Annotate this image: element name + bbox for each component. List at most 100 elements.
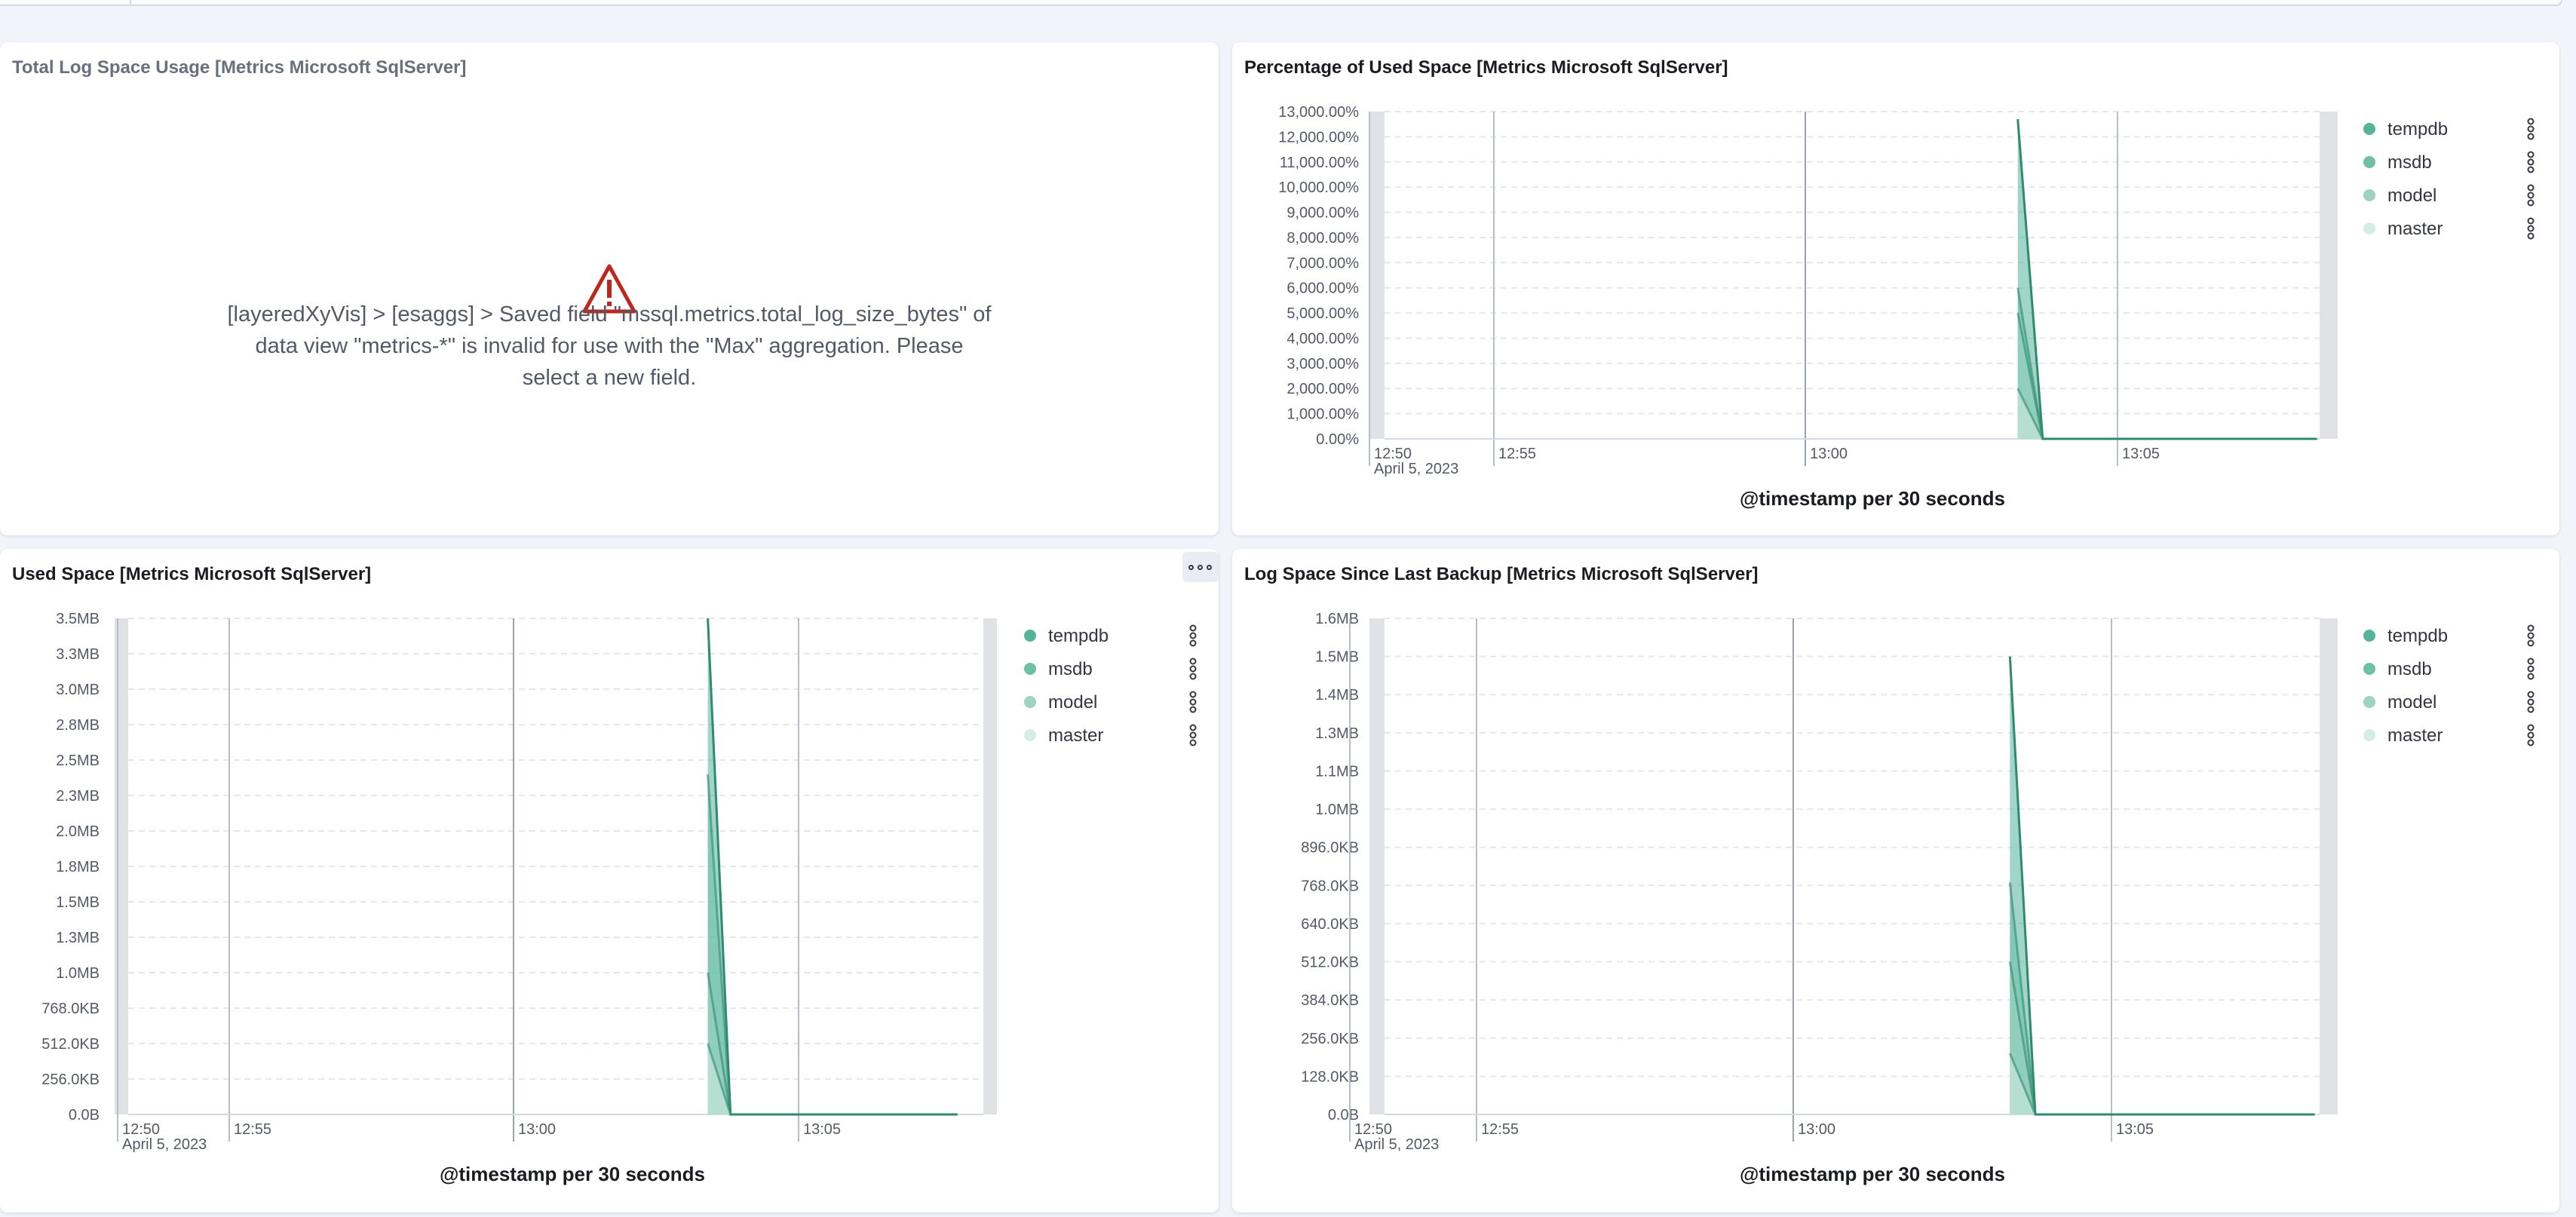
legend-actions-icon[interactable] xyxy=(2527,724,2535,746)
y-tick-label: 768.0KB xyxy=(41,1001,100,1017)
y-tick-label: 1.0MB xyxy=(56,965,100,982)
dot xyxy=(2527,698,2535,706)
chart-legend: tempdb msdb model master xyxy=(1024,624,1197,746)
chart-percentage-used[interactable]: 0.00% 1,000.00% 2,000.00% 3,000.00% 4,000.00… xyxy=(1232,42,2559,535)
legend-swatch xyxy=(2363,156,2375,168)
legend-item-msdb[interactable]: msdb xyxy=(2363,151,2535,173)
dot xyxy=(2527,217,2535,225)
chart-series xyxy=(2008,656,2315,1116)
legend-item-master[interactable]: master xyxy=(2363,724,2535,746)
legend-swatch xyxy=(1024,696,1036,708)
x-tick-label: 13:00 xyxy=(1810,446,1848,462)
legend-item-msdb[interactable]: msdb xyxy=(1024,658,1197,680)
x-tick-label: 12:50 xyxy=(122,1121,160,1138)
dot xyxy=(1189,665,1197,673)
series-line-msdb xyxy=(2008,882,2315,1116)
series-line-master xyxy=(2008,1053,2315,1116)
legend-item-tempdb[interactable]: tempdb xyxy=(1024,624,1197,647)
y-tick-label: 1.4MB xyxy=(1315,687,1359,704)
dot xyxy=(2527,691,2535,698)
legend-actions-icon[interactable] xyxy=(2527,658,2535,680)
legend-actions-icon[interactable] xyxy=(2527,217,2535,240)
y-tick-label: 512.0KB xyxy=(1301,955,1359,971)
dot xyxy=(2527,192,2535,199)
panel-log-space-since-backup: Log Space Since Last Backup [Metrics Mic… xyxy=(1232,549,2559,1212)
dot xyxy=(1189,673,1197,680)
y-tick-label: 2.0MB xyxy=(56,823,100,840)
error-container: [layeredXyVis] > [esaggs] > Saved field … xyxy=(0,299,1219,394)
y-tick-label: 256.0KB xyxy=(41,1071,100,1088)
y-tick-label: 1.3MB xyxy=(1315,725,1359,742)
series-area-msdb xyxy=(707,774,958,1114)
series-area-msdb xyxy=(2010,882,2315,1114)
legend-actions-icon[interactable] xyxy=(2527,151,2535,173)
legend-swatch xyxy=(2363,663,2375,675)
legend-swatch xyxy=(2363,696,2375,708)
series-line-tempdb xyxy=(2016,118,2317,440)
chart-used-space[interactable]: 0.0B 256.0KB 512.0KB 768.0KB 1.0MB 1.3MB 1.5MB… xyxy=(0,549,1219,1212)
panel-options-button[interactable] xyxy=(1182,552,1219,582)
legend-item-tempdb[interactable]: tempdb xyxy=(2363,118,2535,140)
y-tick-label: 1.3MB xyxy=(56,930,100,946)
legend-swatch xyxy=(1024,663,1036,675)
dot xyxy=(2527,658,2535,665)
chart-axes: 0.0B 128.0KB 256.0KB 384.0KB 512.0KB 640.0KB 7… xyxy=(1301,611,2338,1185)
legend-item-model[interactable]: model xyxy=(1024,691,1197,713)
y-tick-label: 8,000.00% xyxy=(1286,230,1359,247)
dot xyxy=(1189,724,1197,731)
chart-log-since-backup[interactable]: 0.0B 128.0KB 256.0KB 384.0KB 512.0KB 640.0KB 7… xyxy=(1232,549,2559,1212)
chart-legend: tempdb msdb model master xyxy=(2363,118,2535,240)
x-tick-label: 12:55 xyxy=(1481,1121,1519,1138)
y-tick-label: 1.8MB xyxy=(56,859,100,875)
legend-label: model xyxy=(2387,185,2436,206)
legend-item-model[interactable]: model xyxy=(2363,691,2535,713)
y-tick-label: 640.0KB xyxy=(1301,916,1359,933)
chart-series xyxy=(2016,118,2317,440)
legend-item-tempdb[interactable]: tempdb xyxy=(2363,624,2535,647)
dot xyxy=(2527,225,2535,232)
legend-actions-icon[interactable] xyxy=(1189,691,1197,713)
series-area-model xyxy=(2017,313,2317,439)
legend-actions-icon[interactable] xyxy=(2527,624,2535,647)
legend-swatch xyxy=(2363,189,2375,201)
panel-title: Used Space [Metrics Microsoft SqlServer] xyxy=(12,564,372,584)
y-tick-label: 2,000.00% xyxy=(1286,381,1359,397)
legend-actions-icon[interactable] xyxy=(1189,724,1197,746)
legend-swatch xyxy=(1024,729,1036,741)
panel-used-space: Used Space [Metrics Microsoft SqlServer]… xyxy=(0,549,1219,1212)
chart-legend: tempdb msdb model master xyxy=(2363,624,2535,746)
legend-item-msdb[interactable]: msdb xyxy=(2363,658,2535,680)
dot xyxy=(1189,706,1197,713)
y-tick-label: 512.0KB xyxy=(41,1036,100,1053)
y-tick-label: 3.0MB xyxy=(56,682,100,698)
y-tick-label: 384.0KB xyxy=(1301,992,1359,1009)
error-message: [layeredXyVis] > [esaggs] > Saved field … xyxy=(227,302,992,390)
axis-band-left xyxy=(1369,618,1385,1114)
panel-total-log-space: Total Log Space Usage [Metrics Microsoft… xyxy=(0,42,1219,535)
legend-item-master[interactable]: master xyxy=(2363,217,2535,240)
legend-label: master xyxy=(2387,725,2443,746)
y-tick-label: 1.5MB xyxy=(56,894,100,911)
y-tick-label: 3,000.00% xyxy=(1286,356,1359,372)
dot xyxy=(2527,665,2535,673)
legend-actions-icon[interactable] xyxy=(2527,118,2535,140)
legend-actions-icon[interactable] xyxy=(2527,691,2535,713)
y-tick-label: 11,000.00% xyxy=(1280,155,1359,171)
y-tick-label: 7,000.00% xyxy=(1286,255,1359,271)
y-tick-label: 2.3MB xyxy=(56,788,100,805)
top-tab-strip xyxy=(0,0,2576,8)
legend-actions-icon[interactable] xyxy=(2527,184,2535,207)
dot xyxy=(2527,166,2535,173)
legend-actions-icon[interactable] xyxy=(1189,624,1197,647)
legend-actions-icon[interactable] xyxy=(1189,658,1197,680)
dot xyxy=(1189,691,1197,698)
y-tick-label: 9,000.00% xyxy=(1286,205,1359,222)
legend-item-model[interactable]: model xyxy=(2363,184,2535,207)
legend-item-master[interactable]: master xyxy=(1024,724,1197,746)
y-tick-label: 10,000.00% xyxy=(1278,179,1359,196)
x-tick-label: 12:55 xyxy=(234,1121,271,1138)
legend-label: tempdb xyxy=(2387,626,2448,646)
y-tick-label: 1.0MB xyxy=(1315,802,1359,818)
dot xyxy=(2527,624,2535,632)
dot xyxy=(2527,151,2535,158)
